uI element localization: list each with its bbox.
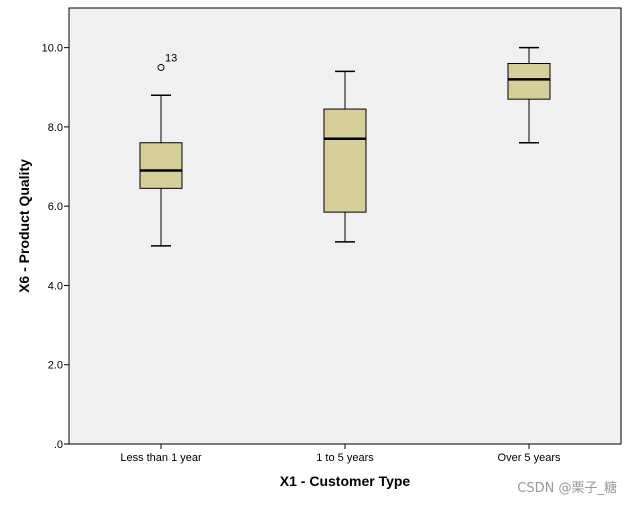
y-axis-label: X6 - Product Quality [16, 159, 32, 293]
boxes: 13 [139, 46, 551, 247]
y-tick-label: 10.0 [42, 43, 63, 55]
box-group [507, 46, 551, 144]
box-group: 13 [139, 52, 183, 247]
y-tick-label: .0 [54, 439, 63, 451]
x-tick-label: Less than 1 year [120, 452, 202, 464]
iqr-box [323, 108, 367, 213]
iqr-box [139, 142, 183, 189]
x-axis: Less than 1 year 1 to 5 years Over 5 years [120, 444, 561, 464]
watermark-text: CSDN @栗子_糖 [517, 481, 617, 496]
x-tick-label: 1 to 5 years [316, 452, 374, 464]
box-group [323, 70, 367, 243]
x-tick-label: Over 5 years [498, 452, 561, 464]
y-tick-label: 8.0 [48, 122, 63, 134]
y-tick-label: 2.0 [48, 360, 63, 372]
iqr-box [507, 62, 551, 100]
outlier-label: 13 [165, 52, 177, 64]
y-tick-label: 4.0 [48, 280, 63, 292]
outlier-point [157, 63, 165, 71]
y-axis: .0 2.0 4.0 6.0 8.0 10.0 [42, 43, 69, 451]
y-tick-label: 6.0 [48, 201, 63, 213]
x-axis-label: X1 - Customer Type [280, 473, 411, 489]
